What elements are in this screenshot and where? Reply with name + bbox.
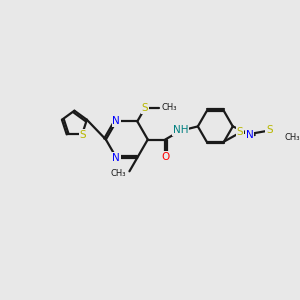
- Text: S: S: [142, 103, 148, 113]
- Text: S: S: [267, 125, 273, 135]
- Text: N: N: [245, 130, 253, 140]
- Text: CH₃: CH₃: [285, 133, 300, 142]
- Text: N: N: [112, 153, 120, 163]
- Text: CH₃: CH₃: [162, 103, 177, 112]
- Text: NH: NH: [172, 125, 188, 135]
- Text: S: S: [80, 130, 86, 140]
- Text: S: S: [236, 127, 243, 137]
- Text: CH₃: CH₃: [110, 169, 126, 178]
- Text: N: N: [112, 116, 120, 126]
- Text: O: O: [161, 152, 170, 162]
